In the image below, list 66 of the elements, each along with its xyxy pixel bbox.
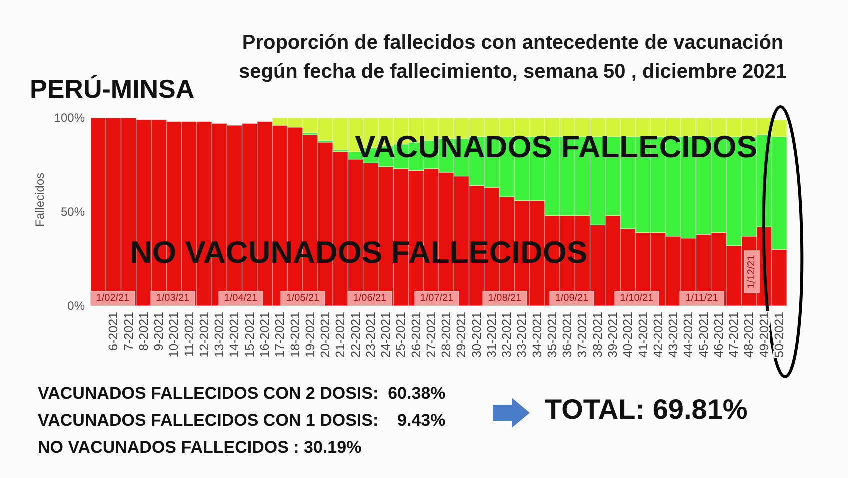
x-tick-label: 12-2021 (197, 312, 212, 358)
x-tick-label: 29-2021 (454, 312, 469, 358)
x-tick-label: 33-2021 (515, 312, 530, 358)
x-tick-label: 21-2021 (334, 312, 348, 358)
text: PERÚ-MINSA (30, 74, 195, 104)
y-axis-title: Fallecidos (33, 172, 47, 228)
x-tick-label: 40-2021 (621, 312, 636, 358)
y-tick-label: 100% (54, 111, 86, 125)
x-tick-label: 15-2021 (242, 312, 257, 358)
x-tick-label: 32-2021 (500, 312, 514, 358)
x-tick-label: 27-2021 (424, 312, 438, 358)
x-tick-label: 36-2021 (560, 312, 575, 358)
x-tick-label: 46-2021 (712, 312, 726, 358)
annotation: 1/06/21 (353, 293, 388, 304)
x-tick-label: 16-2021 (258, 312, 272, 358)
text: VACUNADOS FALLECIDOS CON 1 DOSIS: 9.43% (38, 411, 446, 430)
annotation: 1/08/21 (488, 293, 522, 304)
x-tick-label: 17-2021 (273, 312, 288, 358)
x-tick-label: 25-2021 (394, 312, 408, 358)
x-tick-label: 14-2021 (228, 312, 242, 358)
x-tick-label: 8-2021 (136, 312, 151, 351)
annotation: 1/04/21 (224, 293, 258, 304)
text: NO VACUNADOS FALLECIDOS : 30.19% (38, 438, 362, 457)
y-tick-label: 0% (68, 299, 86, 313)
x-tick-label: 11-2021 (182, 312, 196, 357)
annotation: 1/12/21 (746, 254, 758, 289)
annotation: 1/10/21 (620, 293, 654, 304)
x-tick-label: 45-2021 (696, 312, 711, 358)
x-tick-label: 30-2021 (470, 312, 484, 358)
x-tick-label: 6-2021 (106, 312, 121, 351)
x-tick-label: 50-2021 (772, 312, 786, 358)
x-tick-label: 20-2021 (318, 312, 333, 358)
x-tick-label: 7-2021 (122, 312, 136, 351)
x-tick-label: 48-2021 (742, 312, 756, 358)
x-tick-label: 37-2021 (576, 312, 590, 358)
x-tick-label: 41-2021 (636, 312, 650, 358)
x-tick-label: 31-2021 (484, 312, 499, 358)
x-tick-label: 13-2021 (212, 312, 227, 358)
annotation: 1/02/21 (96, 293, 130, 304)
x-tick-label: 38-2021 (590, 312, 605, 358)
x-tick-label: 19-2021 (303, 312, 318, 358)
annotation: 1/05/21 (286, 293, 320, 304)
annotation: 1/07/21 (420, 293, 454, 304)
x-tick-label: 24-2021 (379, 312, 394, 358)
x-tick-label: 39-2021 (606, 312, 620, 358)
annotation: 1/03/21 (156, 293, 190, 304)
annotation: 1/11/21 (686, 293, 719, 304)
x-tick-label: 28-2021 (440, 312, 454, 358)
x-tick-label: 35-2021 (545, 312, 560, 358)
x-tick-label: 10-2021 (167, 312, 182, 358)
x-tick-label: 44-2021 (682, 312, 696, 358)
annotation: 1/09/21 (555, 293, 590, 304)
x-tick-label: 43-2021 (666, 312, 681, 358)
text: VACUNADOS FALLECIDOS CON 2 DOSIS: 60.38% (38, 384, 446, 403)
y-tick-label: 50% (60, 205, 86, 219)
x-tick-label: 26-2021 (409, 312, 424, 358)
x-tick-label: 47-2021 (727, 312, 742, 358)
x-tick-label: 18-2021 (288, 312, 302, 358)
x-tick-label: 22-2021 (348, 312, 363, 358)
x-tick-label: 9-2021 (152, 312, 166, 351)
x-tick-label: 23-2021 (364, 312, 378, 358)
chart-title: Proporción de fallecidos con antecedente de vacunación según fecha de fallecimiento, semana 50 , diciembre 2021 (238, 32, 788, 83)
text: TOTAL: 69.81% (545, 394, 748, 425)
x-tick-label: 49-2021 (757, 312, 772, 358)
x-tick-label: 34-2021 (530, 312, 544, 358)
x-tick-label: 42-2021 (651, 312, 666, 358)
